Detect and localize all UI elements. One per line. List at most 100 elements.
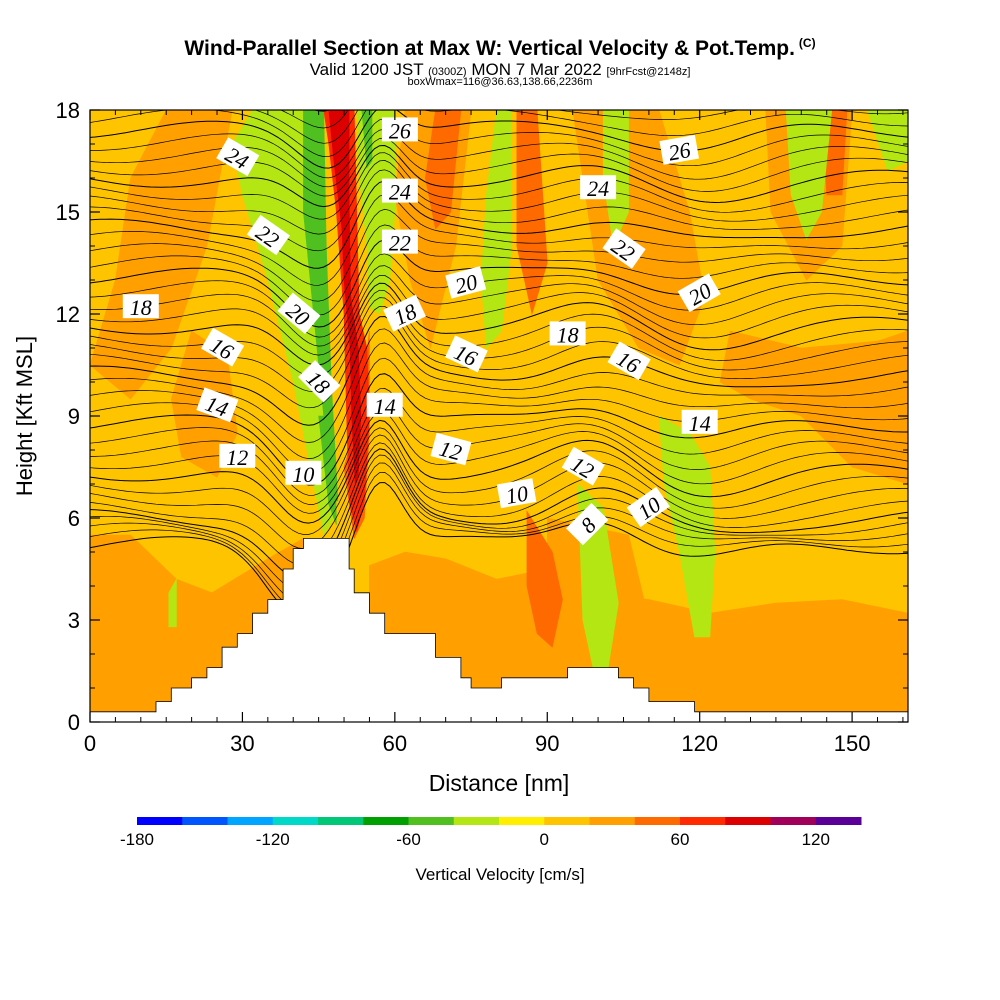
theta-contour-line: [90, 224, 908, 316]
colorbar-swatch: [589, 817, 636, 825]
theta-label: 8: [565, 502, 609, 546]
x-tick-label: 60: [383, 731, 407, 756]
y-tick-label: 6: [68, 506, 80, 531]
x-tick-label: 150: [834, 731, 871, 756]
theta-contour-line: [90, 208, 908, 302]
theta-contour-line: [312, 110, 331, 112]
theta-label-text: 14: [374, 394, 396, 419]
theta-contour-line: [90, 23, 908, 77]
colorbar-swatch: [453, 817, 500, 825]
w-region: [491, 110, 507, 281]
colorbar-swatch: [499, 817, 545, 825]
theta-contour-line: [90, 305, 908, 409]
theta-label-text: 14: [689, 411, 711, 436]
theta-label-box: [677, 273, 721, 313]
theta-contour-line: [90, 160, 908, 235]
theta-label-box: [602, 228, 646, 269]
theta-label-text: 24: [587, 176, 609, 201]
theta-label: 26: [381, 117, 418, 143]
theta-label: 10: [496, 478, 537, 509]
valid-date: MON 7 Mar 2022: [471, 60, 602, 79]
theta-contour-line: [90, 401, 908, 505]
colorbar-swatch: [318, 817, 364, 825]
theta-label: 22: [381, 229, 418, 256]
theta-label: 24: [381, 178, 418, 205]
theta-label-box: [626, 486, 670, 528]
colorbar-label: Vertical Velocity [cm/s]: [415, 865, 584, 884]
y-axis-label: Height [Kft MSL]: [12, 336, 37, 496]
theta-label-text: 18: [130, 295, 152, 320]
y-tick-label: 0: [68, 710, 80, 735]
colorbar-swatch: [408, 817, 455, 825]
colorbar-tick-label: 0: [540, 830, 549, 849]
theta-label-box: [383, 294, 426, 332]
colorbar-swatch: [544, 817, 590, 825]
theta-contour-line: [90, 442, 908, 565]
theta-label-text: 18: [557, 322, 579, 347]
theta-contour-line: [90, 482, 908, 618]
theta-contour-line: [90, 110, 908, 169]
theta-label-text: 26: [389, 118, 411, 143]
terrain: [90, 538, 908, 722]
theta-label: 14: [681, 409, 718, 436]
theta-label-text: 24: [389, 180, 411, 205]
y-tick-label: 9: [68, 404, 80, 429]
theta-contour-line: [90, 7, 908, 55]
theta-label-box: [496, 478, 537, 509]
theta-label-text: 22: [389, 231, 411, 256]
chart-subtitle: Valid 1200 JST (0300Z) MON 7 Mar 2022 [9…: [0, 60, 1000, 80]
theta-label-text: 12: [226, 445, 248, 470]
theta-label-box: [430, 432, 472, 466]
x-axis-label: Distance [nm]: [429, 770, 570, 796]
copyright-mark: (C): [798, 36, 816, 50]
theta-contour-line: [90, 118, 908, 179]
theta-label-box: [681, 409, 718, 434]
theta-label-box: [219, 443, 256, 468]
colorbar-swatch: [815, 817, 862, 825]
theta-contour-line: [90, 110, 908, 157]
theta-label-box: [607, 341, 651, 381]
theta-label-box: [659, 134, 700, 165]
theta-contour-line: [90, 275, 908, 356]
colorbar-tick-label: 60: [671, 830, 690, 849]
x-tick-label: 0: [84, 731, 96, 756]
valid-utc: (0300Z): [428, 66, 467, 78]
w-region: [168, 578, 177, 628]
theta-label-box: [580, 175, 617, 200]
theta-label: 18: [122, 294, 159, 320]
colorbar-swatch: [137, 817, 183, 825]
theta-contour-line: [90, 180, 908, 269]
theta-label-box: [561, 446, 605, 486]
theta-label: 14: [366, 392, 403, 419]
theta-contour-line: [90, 315, 908, 426]
theta-contour-line: [90, 388, 908, 496]
theta-contour-line: [90, 194, 908, 286]
y-tick-label: 15: [56, 200, 80, 225]
theta-contour-line: [90, 419, 908, 524]
theta-contour-line: [90, 14, 908, 64]
w-region: [424, 110, 462, 230]
forecast-info: [9hrFcst@2148z]: [606, 66, 691, 78]
x-tick-label: 30: [230, 731, 254, 756]
theta-label-box: [122, 294, 159, 319]
theta-contour-line: [90, 253, 908, 338]
colorbar-swatch: [227, 817, 274, 825]
colorbar-swatch: [770, 817, 817, 825]
theta-label: 12: [430, 432, 472, 466]
theta-label: 24: [580, 175, 617, 201]
theta-contour-line: [90, 434, 908, 549]
colorbar-tick-label: 120: [802, 830, 830, 849]
theta-contour-line: [90, 454, 908, 591]
theta-label-box: [285, 460, 322, 485]
theta-label-box: [381, 229, 418, 254]
w-region: [516, 110, 548, 316]
theta-label-box: [216, 137, 260, 177]
theta-label: 26: [659, 134, 700, 166]
theta-label-box: [445, 266, 487, 299]
theta-contour-line: [90, 472, 908, 611]
theta-label: 14: [196, 387, 239, 423]
colorbar-swatch: [634, 817, 681, 825]
theta-contour-line: [90, 33, 908, 93]
theta-label: 10: [285, 460, 322, 487]
theta-label-box: [201, 327, 245, 367]
